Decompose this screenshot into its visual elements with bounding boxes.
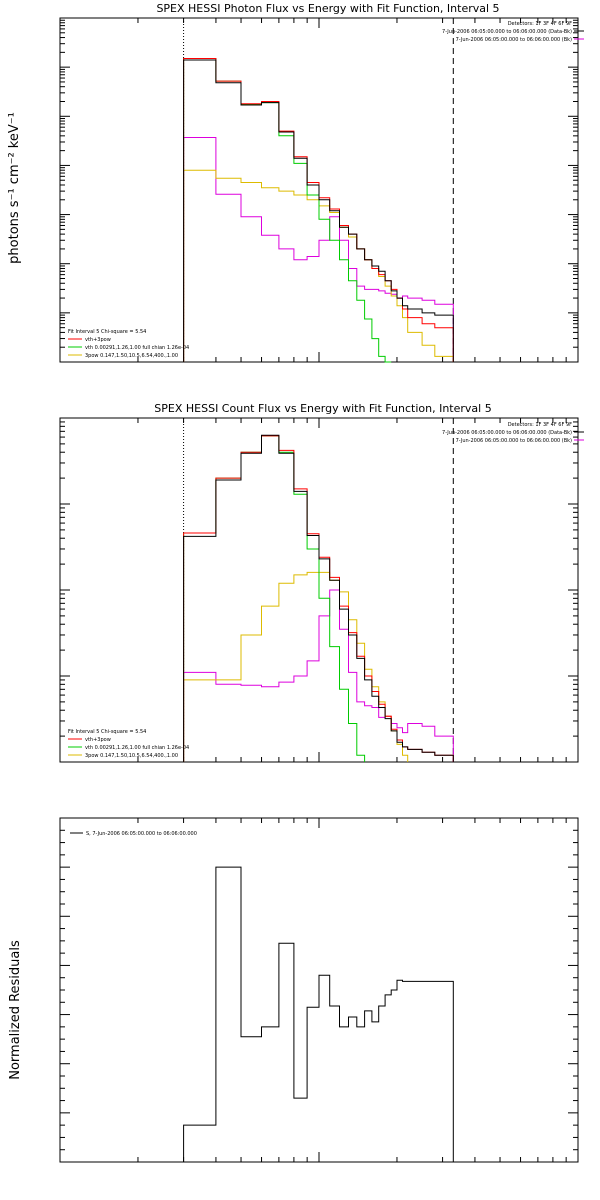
panel-1-header-line-1: Detectors: 1F 3F 4F 6F 9F (508, 21, 572, 27)
panel-2-legend-label-total: vth+3pow (85, 737, 111, 743)
panel-1-series-vth (183, 58, 392, 363)
panel-3-y-axis-label: Normalized Residuals (8, 940, 23, 1080)
panel-count-flux: SPEX HESSI Count Flux vs Energy with Fit… (68, 402, 572, 759)
panel-1-title: SPEX HESSI Photon Flux vs Energy with Fi… (156, 2, 499, 15)
panel-1-legend-label-vth: vth 0.00291,1.26,1.00 full chian 1.26e-0… (85, 345, 189, 351)
panel-2-legend-label-3pow: 3pow 0.147,1.50,10.5,6.54,400.,1.00 (85, 753, 178, 759)
panel-2-header-line-3: 7-Jun-2006 06:05:00.000 to 06:06:00.000 … (456, 438, 572, 444)
panel-2-header-line-1: Detectors: 1F 3F 4F 6F 9F (508, 422, 572, 428)
panel-3-legend-label: S, 7-Jun-2006 06:05:00.000 to 06:06:00.0… (86, 831, 197, 837)
panel-3-series-data (183, 866, 454, 1162)
panel-1-header-line-3: 7-Jun-2006 06:05:00.000 to 06:06:00.000 … (456, 37, 572, 43)
panel-2-legend-label-vth: vth 0.00291,1.26,1.00 full chian 1.26e-0… (85, 745, 189, 751)
panel-2-legend: Fit Interval 5 Chi-square = 5.54 vth+3po… (68, 729, 189, 759)
panel-residuals: Normalized Residuals S, 7-Jun-2006 06:05… (8, 831, 197, 1080)
panel-1-legend-label-total: vth+3pow (85, 337, 111, 343)
panel-3-plot-area (59, 817, 579, 1163)
panel-2-title: SPEX HESSI Count Flux vs Energy with Fit… (154, 402, 491, 415)
panel-1-legend: Fit Interval 5 Chi-square = 5.54 vth+3po… (68, 329, 189, 359)
panel-2-plot-area (59, 417, 584, 763)
panel-1-series-bk (183, 137, 454, 362)
panel-2-legend-title: Fit Interval 5 Chi-square = 5.54 (68, 729, 146, 735)
panel-2-series-bk (183, 589, 454, 762)
panel-1-header-line-2: 7-Jun-2006 06:05:00.000 to 06:06:00.000 … (442, 29, 572, 35)
panel-1-legend-title: Fit Interval 5 Chi-square = 5.54 (68, 329, 146, 335)
panel-1-plot-area (59, 17, 584, 363)
panel-2-header-line-2: 7-Jun-2006 06:05:00.000 to 06:06:00.000 … (442, 430, 572, 436)
panel-1-y-axis-label: photons s⁻¹ cm⁻² keV⁻¹ (7, 112, 22, 264)
panel-photon-flux: SPEX HESSI Photon Flux vs Energy with Fi… (7, 2, 572, 359)
panel-3-legend: S, 7-Jun-2006 06:05:00.000 to 06:06:00.0… (86, 831, 197, 837)
panel-2-header: Detectors: 1F 3F 4F 6F 9F 7-Jun-2006 06:… (442, 422, 572, 444)
panel-2-series-data (183, 434, 454, 762)
panel-1-header: Detectors: 1F 3F 4F 6F 9F 7-Jun-2006 06:… (442, 21, 572, 43)
panel-1-legend-label-3pow: 3pow 0.147,1.50,10.5,6.54,400.,1.00 (85, 353, 178, 359)
panel-1-series-data (183, 59, 454, 362)
